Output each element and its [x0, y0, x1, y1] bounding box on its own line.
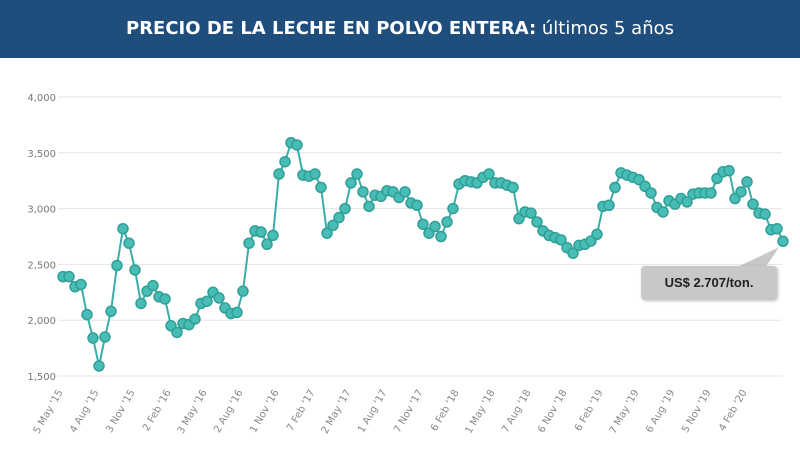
data-point[interactable]: [105, 305, 117, 318]
data-point[interactable]: [645, 187, 657, 199]
data-point[interactable]: [333, 211, 345, 224]
data-point[interactable]: [399, 186, 411, 198]
data-point[interactable]: [555, 234, 567, 246]
data-point[interactable]: [111, 259, 123, 272]
data-point[interactable]: [441, 216, 453, 228]
data-point[interactable]: [741, 176, 753, 188]
data-point[interactable]: [171, 326, 183, 339]
x-tick-label: 5 May '15: [32, 388, 66, 436]
data-point[interactable]: [213, 292, 225, 304]
data-point[interactable]: [681, 196, 693, 208]
y-tick-label: 1,500: [27, 372, 56, 383]
data-point[interactable]: [747, 198, 759, 210]
data-point[interactable]: [63, 270, 75, 283]
title-rest: últimos 5 años: [536, 18, 674, 39]
x-tick-label: 2 May '17: [320, 388, 354, 436]
x-tick-label: 6 Nov '18: [536, 388, 569, 435]
data-point[interactable]: [279, 155, 291, 168]
data-point[interactable]: [339, 202, 351, 215]
data-point[interactable]: [417, 218, 429, 230]
x-tick-label: 4 Aug '15: [68, 388, 101, 435]
data-point[interactable]: [531, 216, 543, 228]
data-point[interactable]: [267, 229, 279, 242]
y-tick-label: 3,500: [27, 149, 56, 160]
x-tick-label: 1 Aug '17: [356, 388, 389, 435]
x-tick-label: 2 Feb '16: [141, 388, 173, 433]
data-point[interactable]: [309, 168, 321, 180]
x-tick-label: 7 Feb '17: [285, 388, 317, 433]
data-point[interactable]: [507, 181, 519, 194]
data-point[interactable]: [591, 228, 603, 241]
data-point[interactable]: [735, 186, 747, 198]
data-point[interactable]: [75, 278, 87, 291]
data-point[interactable]: [81, 308, 93, 321]
data-point[interactable]: [255, 226, 267, 238]
x-tick-label: 5 Nov '19: [680, 388, 713, 435]
last-value-tooltip: US$ 2.707/ton.: [641, 266, 777, 300]
data-point[interactable]: [321, 227, 333, 239]
data-point[interactable]: [123, 237, 135, 249]
x-tick-label: 6 Feb '19: [573, 388, 605, 433]
data-point[interactable]: [657, 206, 669, 218]
data-point[interactable]: [237, 285, 249, 297]
data-point[interactable]: [429, 220, 441, 233]
data-point[interactable]: [567, 247, 579, 259]
data-point[interactable]: [759, 208, 771, 220]
x-tick-label: 6 Feb '18: [429, 388, 461, 433]
x-tick-label: 4 Feb '20: [717, 388, 749, 433]
y-tick-label: 2,000: [27, 316, 56, 327]
data-point[interactable]: [201, 295, 213, 307]
x-tick-label: 2 Aug '16: [212, 388, 245, 435]
data-point[interactable]: [723, 164, 735, 177]
x-tick-label: 1 Nov '16: [248, 388, 281, 435]
data-point[interactable]: [231, 306, 243, 319]
data-point[interactable]: [447, 202, 459, 215]
series-line: [63, 141, 784, 367]
data-point[interactable]: [117, 222, 129, 235]
y-tick-label: 3,000: [27, 205, 56, 216]
x-tick-label: 7 Aug '18: [500, 388, 533, 435]
x-tick-label: 3 Nov '15: [104, 388, 137, 435]
data-point[interactable]: [189, 313, 201, 325]
data-point[interactable]: [129, 264, 141, 276]
data-point[interactable]: [87, 332, 99, 344]
data-point[interactable]: [411, 199, 423, 212]
data-point[interactable]: [357, 186, 369, 198]
x-tick-label: 7 May '19: [608, 388, 642, 436]
data-point[interactable]: [705, 187, 717, 199]
x-tick-label: 3 May '16: [176, 388, 210, 436]
data-point[interactable]: [771, 222, 783, 235]
data-point[interactable]: [273, 168, 285, 180]
tooltip-pointer: [735, 247, 779, 268]
data-point[interactable]: [351, 168, 363, 180]
y-tick-label: 2,500: [27, 260, 56, 271]
data-point[interactable]: [363, 200, 375, 213]
data-point[interactable]: [93, 360, 105, 372]
data-point[interactable]: [99, 331, 111, 343]
chart-title-bar: PRECIO DE LA LECHE EN POLVO ENTERA: últi…: [0, 0, 800, 58]
x-tick-label: 7 Nov '17: [392, 388, 425, 435]
data-point[interactable]: [147, 279, 159, 292]
data-point[interactable]: [435, 230, 447, 243]
data-point[interactable]: [327, 219, 339, 232]
x-tick-label: 6 Aug '19: [644, 388, 677, 435]
data-point[interactable]: [345, 177, 357, 189]
data-point[interactable]: [777, 235, 789, 248]
data-point[interactable]: [525, 207, 537, 219]
data-point[interactable]: [291, 139, 303, 151]
data-point[interactable]: [159, 293, 171, 305]
data-point[interactable]: [261, 238, 273, 251]
data-point[interactable]: [243, 237, 255, 249]
data-point[interactable]: [315, 181, 327, 194]
data-point[interactable]: [609, 181, 621, 194]
y-tick-label: 4,000: [27, 93, 56, 104]
data-point[interactable]: [603, 199, 615, 212]
x-tick-label: 1 May '18: [464, 388, 498, 436]
title-bold: PRECIO DE LA LECHE EN POLVO ENTERA:: [126, 18, 537, 39]
data-point[interactable]: [135, 297, 147, 310]
data-point[interactable]: [483, 168, 495, 180]
